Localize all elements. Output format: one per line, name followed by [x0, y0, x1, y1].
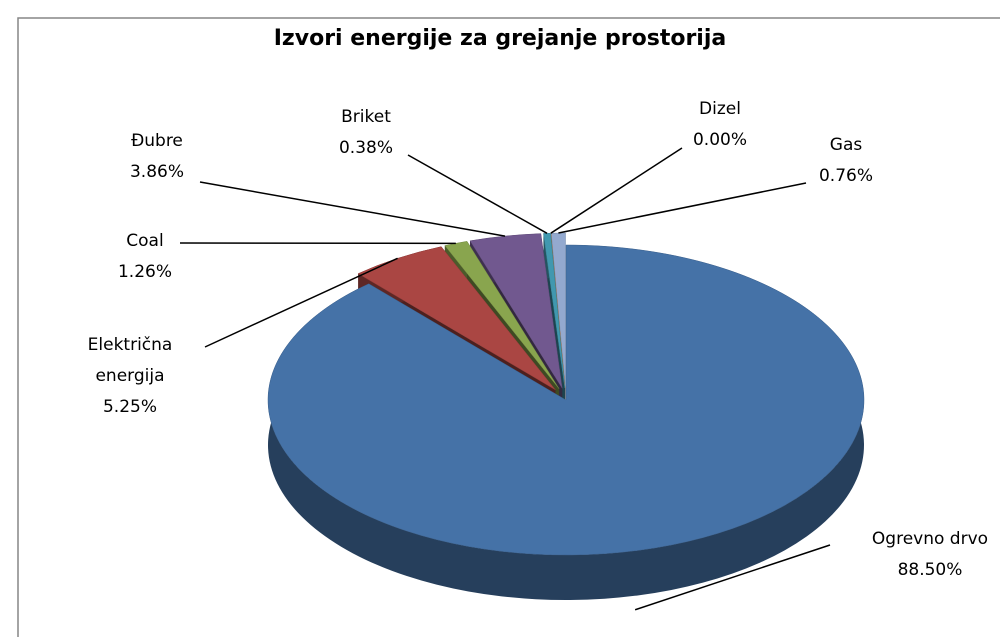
- data-label: Ogrevno drvo 88.50%: [845, 524, 1000, 586]
- leader-line: [199, 181, 506, 237]
- leader-line: [634, 544, 831, 611]
- data-label: Briket 0.38%: [321, 102, 411, 164]
- data-label: Gas 0.76%: [801, 130, 891, 192]
- chart-title: Izvori energije za grejanje prostorija: [273, 26, 727, 51]
- label-value: 1.26%: [117, 262, 172, 282]
- data-label: Đubre 3.86%: [112, 126, 202, 188]
- slice: [357, 246, 556, 391]
- data-label: Električna energija 5.25%: [75, 330, 185, 423]
- label-name: Đubre: [131, 131, 183, 151]
- label-value: 88.50%: [897, 560, 963, 580]
- leader-line: [550, 147, 683, 234]
- leader-line: [204, 257, 398, 348]
- label-name: Briket: [341, 107, 391, 127]
- data-label: Coal 1.26%: [100, 226, 190, 288]
- slice: [267, 244, 865, 556]
- slice: [444, 241, 560, 389]
- label-name: Ogrevno drvo: [871, 529, 989, 549]
- leader-line: [558, 182, 807, 234]
- label-name: Gas: [829, 135, 863, 155]
- label-name: Coal: [126, 231, 164, 251]
- slice: [543, 232, 566, 389]
- label-value: 5.25%: [102, 397, 157, 417]
- leader-line: [407, 154, 548, 234]
- label-value: 3.86%: [129, 162, 184, 182]
- label-value: 0.00%: [692, 130, 747, 150]
- label-value: 0.38%: [338, 138, 393, 158]
- label-name: Električna energija: [87, 335, 173, 386]
- label-name: Dizel: [699, 99, 741, 119]
- label-value: 0.76%: [818, 166, 873, 186]
- data-label: Dizel 0.00%: [675, 94, 765, 156]
